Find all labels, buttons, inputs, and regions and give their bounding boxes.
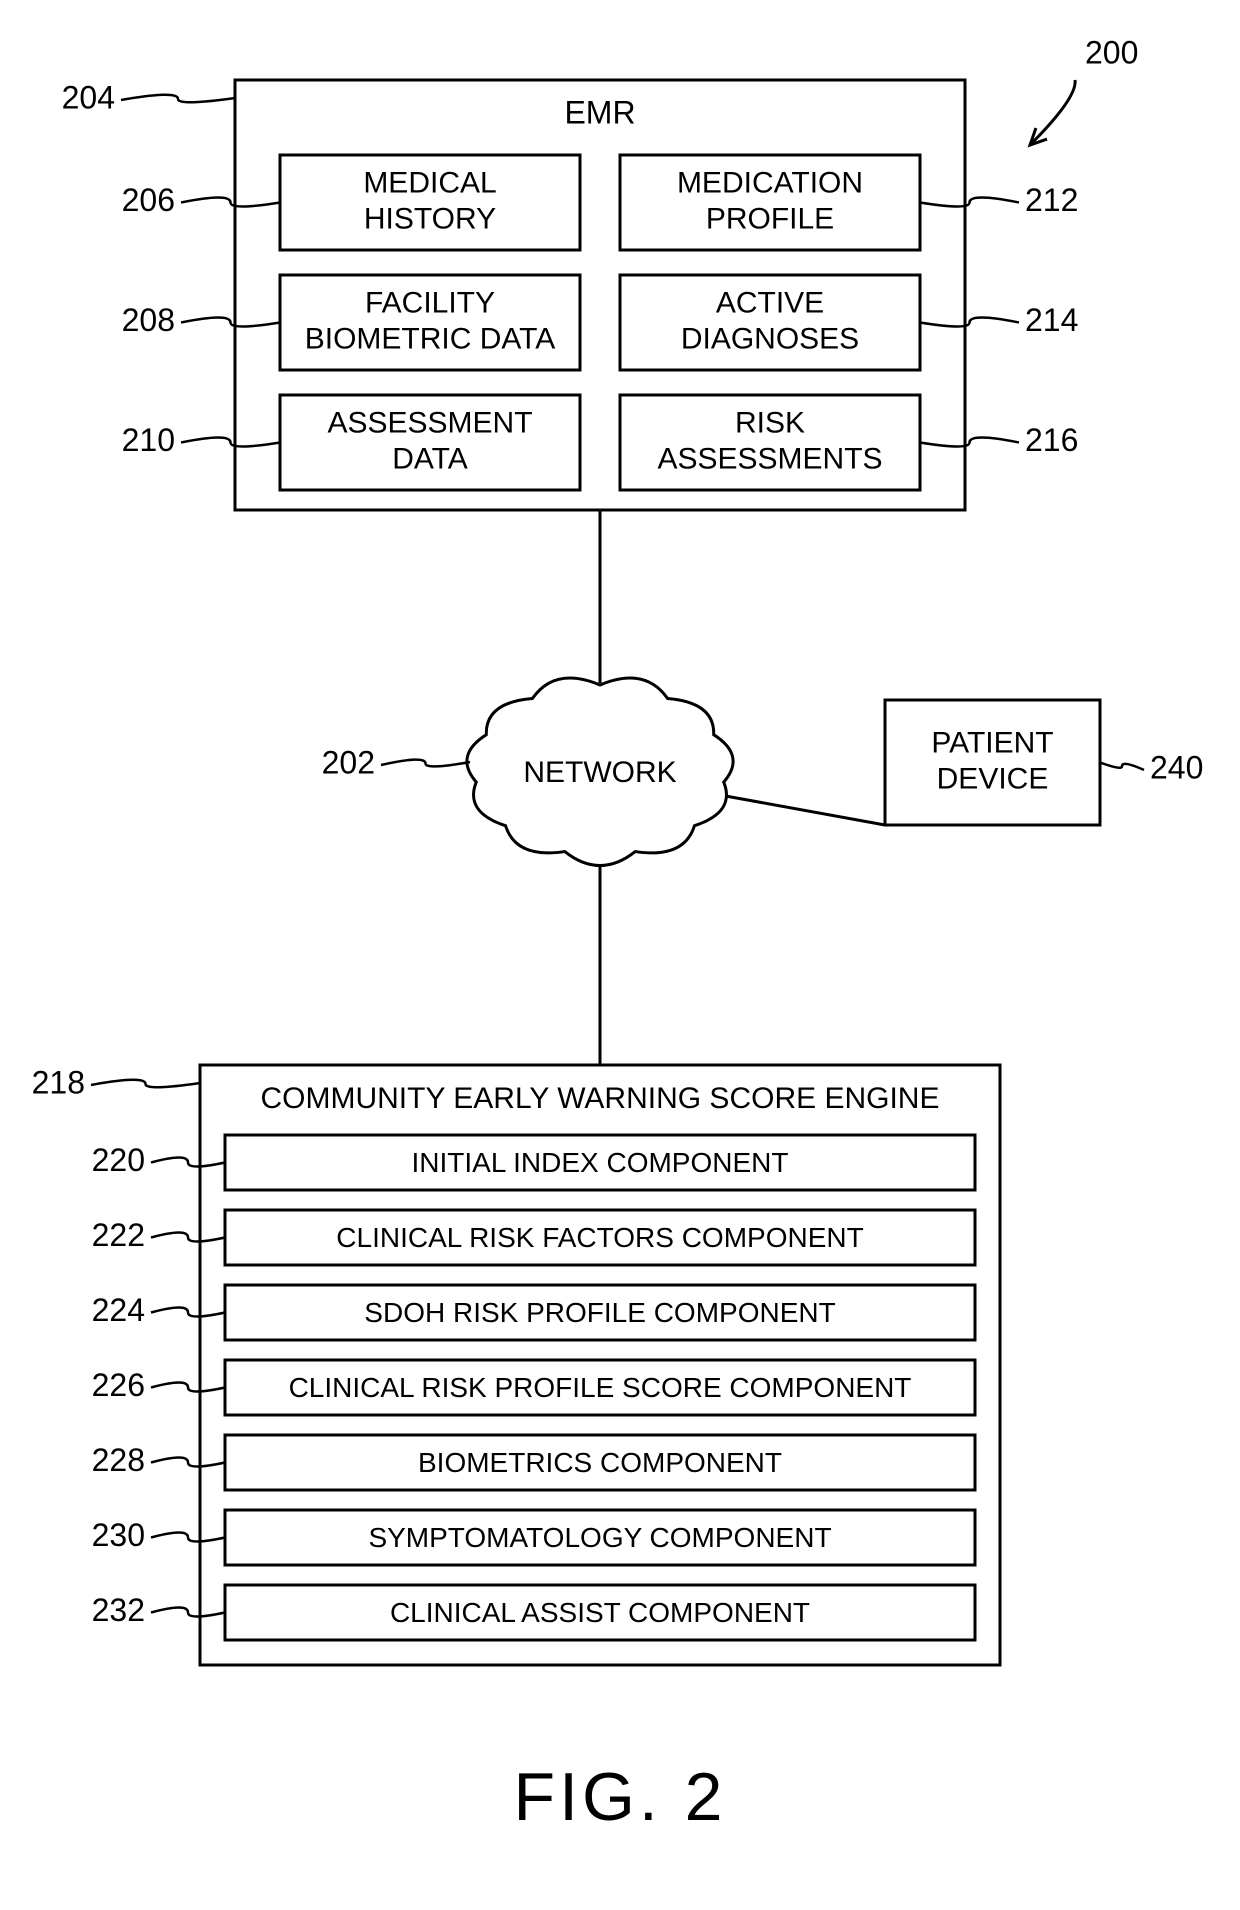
svg-text:DIAGNOSES: DIAGNOSES bbox=[681, 322, 859, 355]
svg-text:DEVICE: DEVICE bbox=[937, 762, 1049, 795]
svg-text:206: 206 bbox=[122, 182, 175, 218]
svg-text:212: 212 bbox=[1025, 182, 1078, 218]
svg-text:DATA: DATA bbox=[392, 442, 468, 475]
svg-text:210: 210 bbox=[122, 422, 175, 458]
svg-text:FACILITY: FACILITY bbox=[365, 286, 495, 319]
svg-text:MEDICAL: MEDICAL bbox=[363, 166, 496, 199]
svg-text:MEDICATION: MEDICATION bbox=[677, 166, 863, 199]
svg-text:226: 226 bbox=[92, 1367, 145, 1403]
svg-text:NETWORK: NETWORK bbox=[523, 756, 676, 789]
svg-text:RISK: RISK bbox=[735, 406, 805, 439]
svg-text:PATIENT: PATIENT bbox=[931, 726, 1053, 759]
svg-text:ASSESSMENTS: ASSESSMENTS bbox=[657, 442, 882, 475]
svg-text:228: 228 bbox=[92, 1442, 145, 1478]
svg-text:BIOMETRIC DATA: BIOMETRIC DATA bbox=[305, 322, 556, 355]
svg-text:PROFILE: PROFILE bbox=[706, 202, 834, 235]
svg-text:200: 200 bbox=[1085, 34, 1138, 70]
svg-text:INITIAL INDEX COMPONENT: INITIAL INDEX COMPONENT bbox=[411, 1147, 788, 1178]
svg-text:232: 232 bbox=[92, 1592, 145, 1628]
svg-text:218: 218 bbox=[32, 1064, 85, 1100]
svg-text:COMMUNITY EARLY WARNING SCORE: COMMUNITY EARLY WARNING SCORE ENGINE bbox=[261, 1082, 940, 1115]
svg-text:CLINICAL ASSIST COMPONENT: CLINICAL ASSIST COMPONENT bbox=[390, 1597, 810, 1628]
svg-text:CLINICAL RISK PROFILE SCORE CO: CLINICAL RISK PROFILE SCORE COMPONENT bbox=[289, 1372, 912, 1403]
svg-text:216: 216 bbox=[1025, 422, 1078, 458]
svg-text:ACTIVE: ACTIVE bbox=[716, 286, 824, 319]
svg-text:CLINICAL RISK FACTORS COMPONEN: CLINICAL RISK FACTORS COMPONENT bbox=[336, 1222, 863, 1253]
svg-text:220: 220 bbox=[92, 1142, 145, 1178]
svg-text:SYMPTOMATOLOGY COMPONENT: SYMPTOMATOLOGY COMPONENT bbox=[368, 1522, 831, 1553]
svg-text:FIG. 2: FIG. 2 bbox=[514, 1759, 727, 1835]
svg-text:214: 214 bbox=[1025, 302, 1078, 338]
svg-text:222: 222 bbox=[92, 1217, 145, 1253]
svg-text:240: 240 bbox=[1150, 749, 1203, 785]
svg-text:230: 230 bbox=[92, 1517, 145, 1553]
svg-text:208: 208 bbox=[122, 302, 175, 338]
svg-text:BIOMETRICS COMPONENT: BIOMETRICS COMPONENT bbox=[418, 1447, 782, 1478]
svg-text:224: 224 bbox=[92, 1292, 145, 1328]
svg-text:HISTORY: HISTORY bbox=[364, 202, 496, 235]
svg-text:SDOH RISK PROFILE COMPONENT: SDOH RISK PROFILE COMPONENT bbox=[364, 1297, 835, 1328]
svg-text:ASSESSMENT: ASSESSMENT bbox=[327, 406, 532, 439]
svg-text:EMR: EMR bbox=[564, 94, 635, 130]
svg-text:204: 204 bbox=[62, 79, 115, 115]
svg-text:202: 202 bbox=[322, 744, 375, 780]
